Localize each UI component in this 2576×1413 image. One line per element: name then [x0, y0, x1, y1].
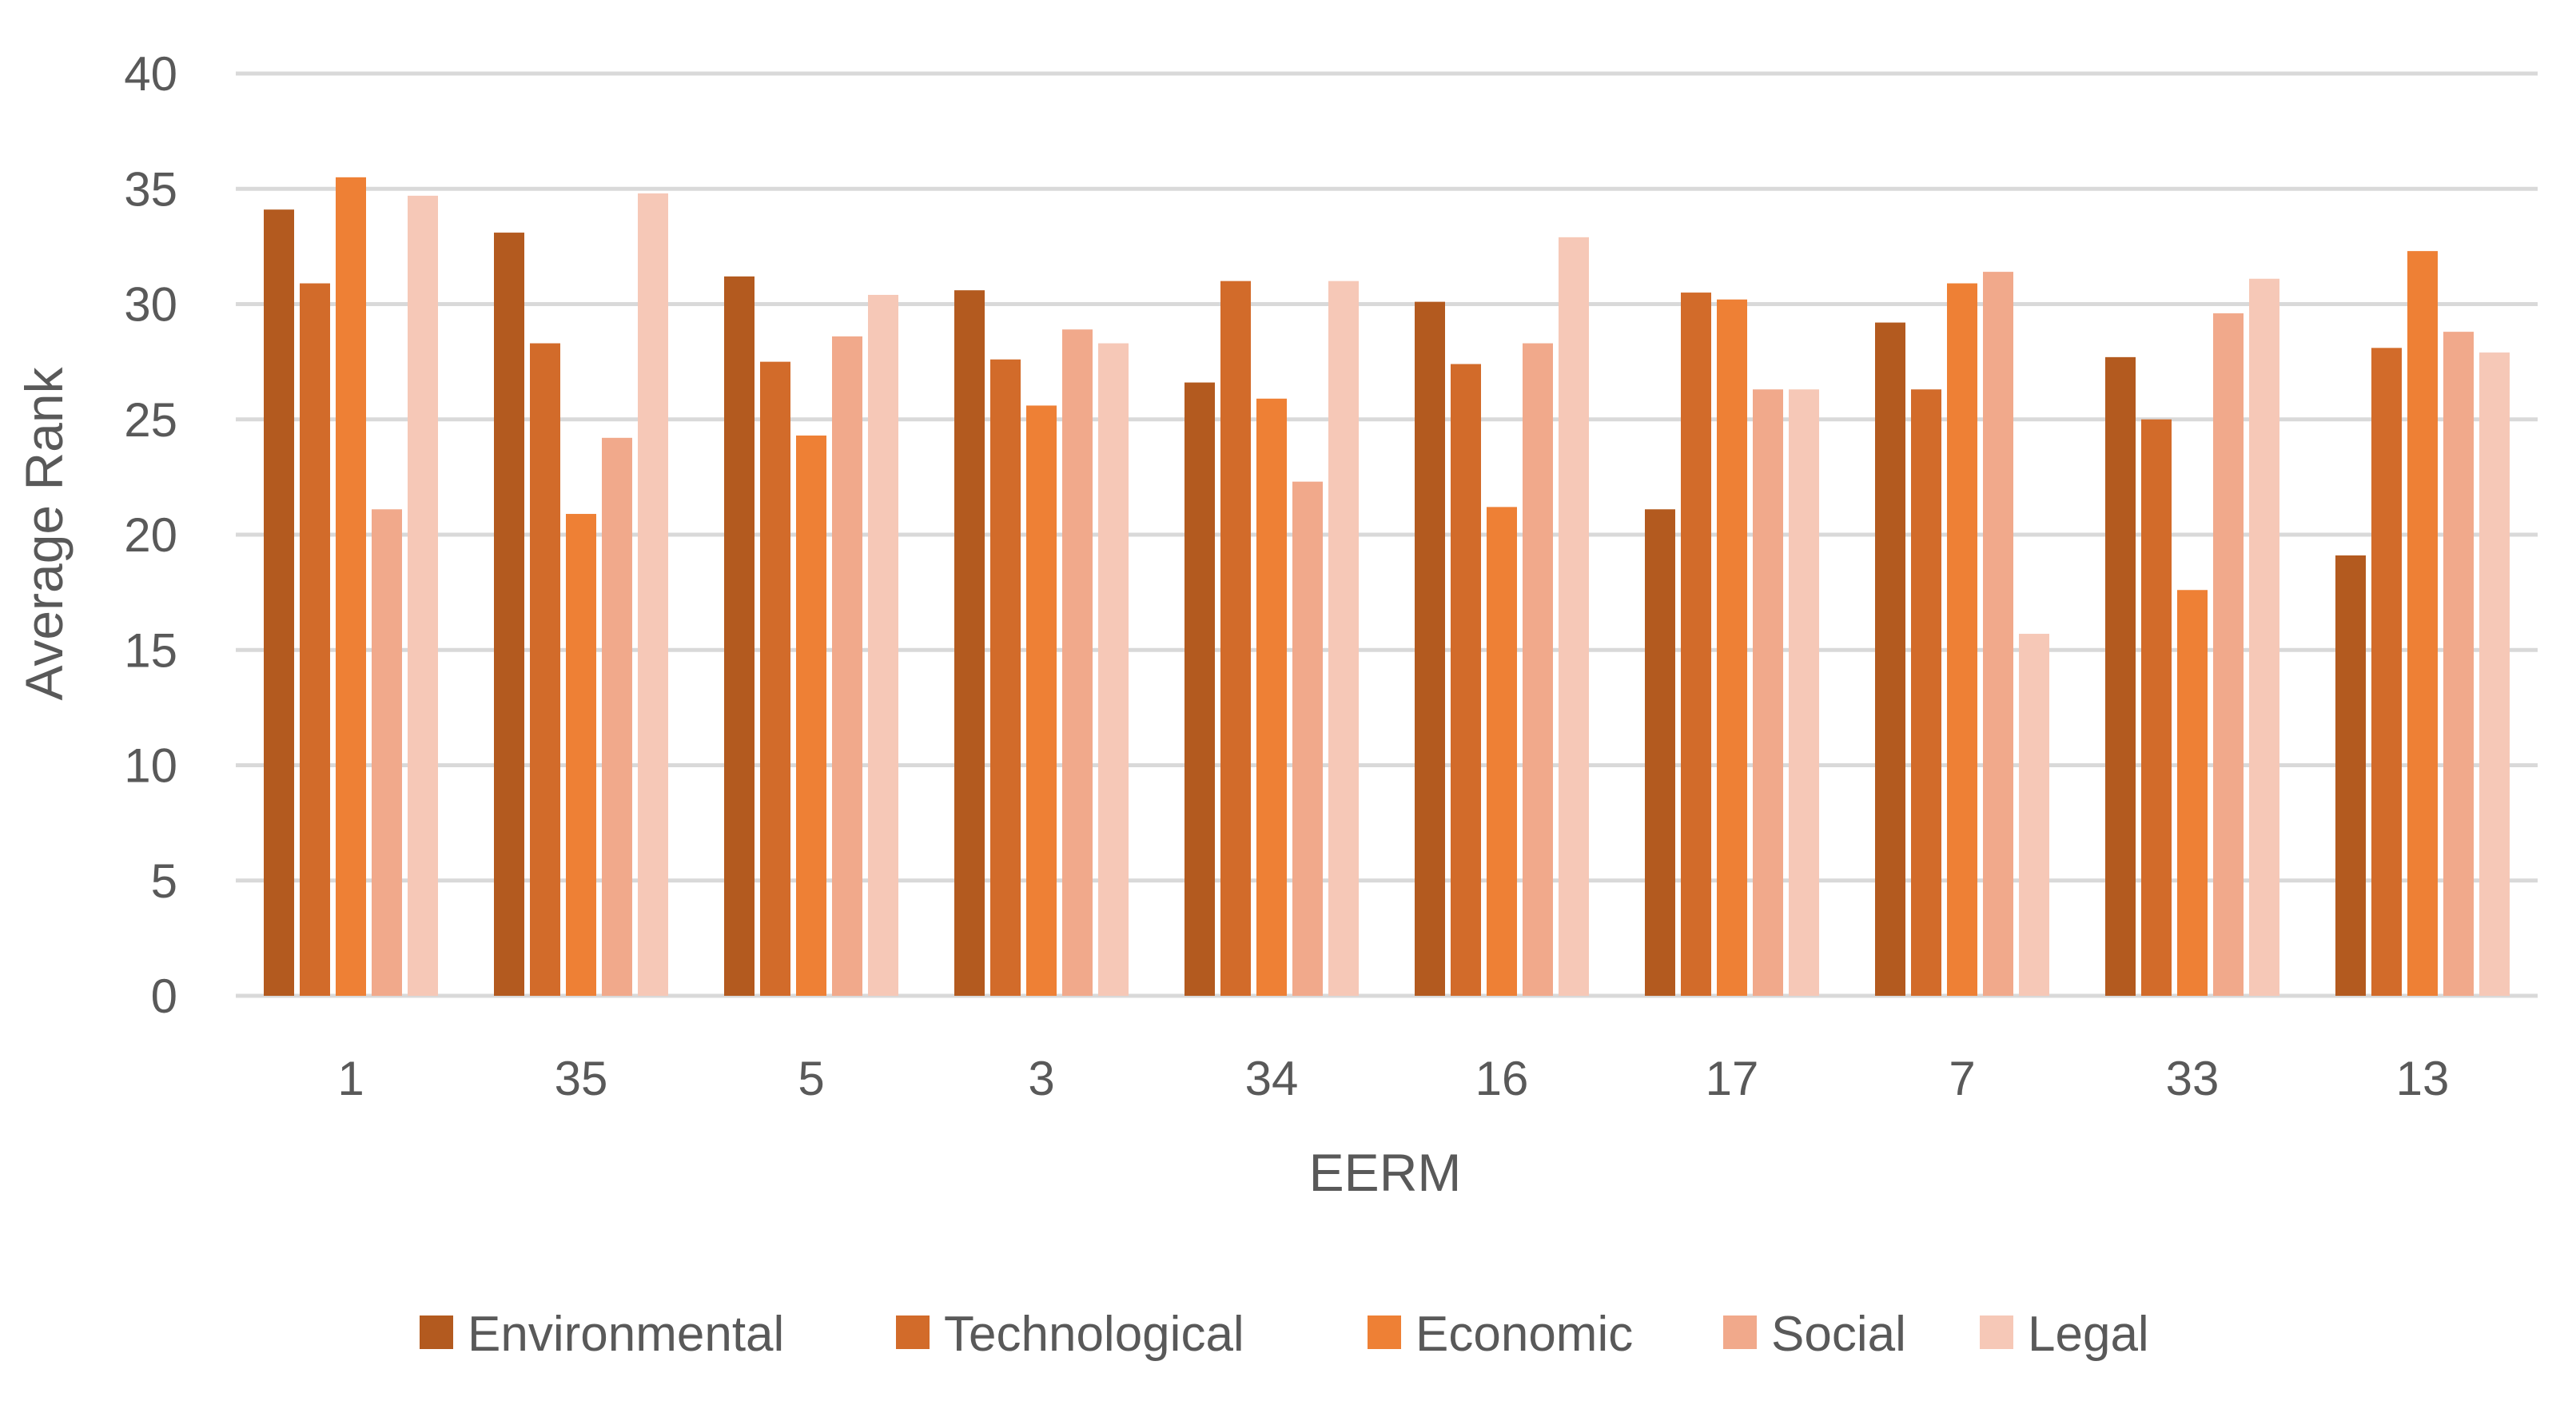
legend-swatch-technological [896, 1315, 930, 1349]
bar-legal-eerm-7 [2019, 634, 2049, 996]
bar-environmental-eerm-35 [494, 233, 524, 996]
bar-technological-eerm-35 [530, 343, 560, 996]
bar-technological-eerm-1 [300, 283, 330, 996]
bar-legal-eerm-33 [2249, 278, 2279, 996]
bar-social-eerm-34 [1292, 481, 1323, 996]
y-tick-label: 40 [124, 47, 177, 101]
x-tick-label: 17 [1706, 1052, 1759, 1105]
y-tick-label: 10 [124, 739, 177, 793]
bar-economic-eerm-33 [2177, 590, 2208, 996]
bar-technological-eerm-3 [990, 359, 1021, 996]
legend-swatch-legal [1980, 1315, 2013, 1349]
y-tick-label: 25 [124, 393, 177, 447]
legend-swatch-economic [1368, 1315, 1401, 1349]
x-tick-label: 7 [1949, 1052, 1975, 1105]
legend-label-legal: Legal [2028, 1307, 2149, 1362]
bar-legal-eerm-34 [1328, 281, 1359, 996]
bar-technological-eerm-5 [760, 361, 790, 996]
bar-social-eerm-35 [602, 437, 632, 996]
bar-social-eerm-7 [1983, 272, 2013, 996]
legend-label-technological: Technological [944, 1307, 1244, 1362]
legend-swatch-environmental [420, 1315, 453, 1349]
y-tick-label: 0 [151, 969, 177, 1023]
bar-environmental-eerm-5 [724, 276, 754, 996]
bar-environmental-eerm-33 [2105, 356, 2136, 997]
bar-technological-eerm-17 [1681, 293, 1711, 996]
bar-legal-eerm-1 [408, 195, 438, 996]
bar-environmental-eerm-7 [1875, 322, 1905, 997]
x-tick-label: 33 [2166, 1052, 2220, 1105]
x-tick-label: 16 [1475, 1052, 1529, 1105]
bar-economic-eerm-34 [1256, 398, 1287, 996]
bar-economic-eerm-13 [2407, 251, 2438, 996]
bar-technological-eerm-33 [2141, 419, 2172, 996]
bars [264, 177, 2510, 997]
bar-legal-eerm-17 [1789, 389, 1819, 996]
bar-social-eerm-17 [1753, 389, 1783, 996]
bar-economic-eerm-35 [566, 514, 596, 996]
bar-technological-eerm-16 [1451, 364, 1481, 996]
bar-legal-eerm-5 [868, 294, 898, 997]
bar-social-eerm-5 [832, 336, 862, 996]
bar-economic-eerm-5 [796, 435, 826, 996]
legend-label-economic: Economic [1415, 1307, 1633, 1362]
legend-swatch-social [1723, 1315, 1757, 1349]
bar-social-eerm-3 [1062, 329, 1093, 996]
bar-social-eerm-1 [372, 509, 402, 996]
y-tick-label: 5 [151, 854, 177, 908]
y-tick-label: 30 [124, 278, 177, 332]
bar-social-eerm-33 [2213, 313, 2244, 996]
legend-label-environmental: Environmental [468, 1307, 784, 1362]
bar-social-eerm-13 [2443, 332, 2474, 996]
bar-environmental-eerm-34 [1184, 382, 1215, 997]
bar-economic-eerm-1 [336, 177, 366, 997]
bar-economic-eerm-7 [1947, 283, 1977, 996]
bar-technological-eerm-13 [2371, 348, 2402, 996]
y-tick-label: 15 [124, 623, 177, 677]
bar-economic-eerm-3 [1026, 405, 1057, 996]
bar-economic-eerm-16 [1487, 507, 1517, 996]
bar-environmental-eerm-3 [954, 290, 985, 996]
bar-environmental-eerm-16 [1415, 301, 1445, 996]
bar-legal-eerm-3 [1098, 343, 1129, 996]
bar-economic-eerm-17 [1717, 299, 1747, 997]
x-tick-label: 3 [1028, 1052, 1054, 1105]
x-tick-label: 35 [555, 1052, 608, 1105]
bar-legal-eerm-13 [2479, 352, 2510, 997]
bar-technological-eerm-7 [1911, 389, 1941, 996]
bar-legal-eerm-35 [638, 193, 668, 996]
x-axis-ticks: 1 35 5 3 34 16 17 7 33 13 [337, 1052, 2449, 1105]
legend-label-social: Social [1771, 1307, 1906, 1362]
bar-environmental-eerm-1 [264, 209, 294, 997]
bar-environmental-eerm-13 [2335, 555, 2366, 996]
x-tick-label: 1 [337, 1052, 364, 1105]
legend: Environmental Technological Economic Social… [420, 1307, 2149, 1362]
bar-environmental-eerm-17 [1645, 509, 1675, 996]
bar-legal-eerm-16 [1559, 237, 1589, 997]
bar-social-eerm-16 [1523, 343, 1553, 996]
y-axis-ticks: 0 5 10 15 20 25 30 35 40 [124, 47, 177, 1023]
y-axis-title: Average Rank [14, 366, 74, 700]
x-tick-label: 34 [1245, 1052, 1299, 1105]
bar-technological-eerm-34 [1220, 281, 1251, 996]
y-tick-label: 20 [124, 508, 177, 562]
x-tick-label: 5 [798, 1052, 824, 1105]
x-tick-label: 13 [2396, 1052, 2450, 1105]
x-axis-title: EERM [1309, 1143, 1462, 1202]
y-tick-label: 35 [124, 162, 177, 216]
